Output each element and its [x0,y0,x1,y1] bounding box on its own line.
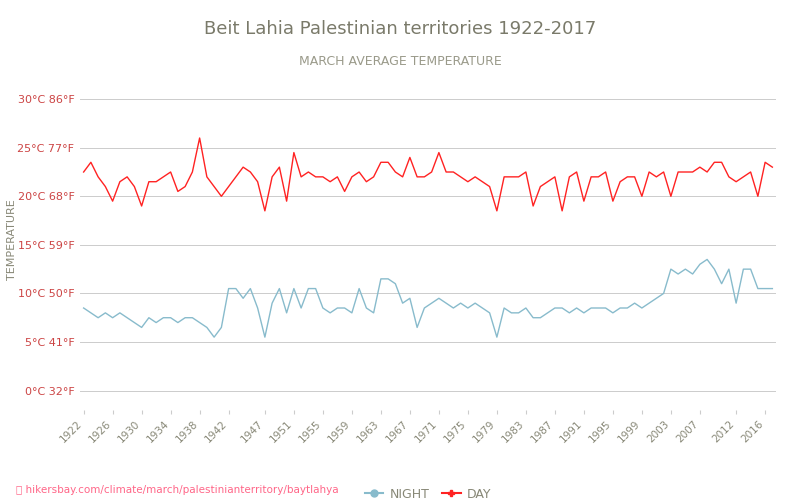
Legend: NIGHT, DAY: NIGHT, DAY [359,482,497,500]
Text: Beit Lahia Palestinian territories 1922-2017: Beit Lahia Palestinian territories 1922-… [204,20,596,38]
Text: MARCH AVERAGE TEMPERATURE: MARCH AVERAGE TEMPERATURE [298,55,502,68]
Text: 🔴 hikersbay.com/climate/march/palestinianterritory/baytlahya: 🔴 hikersbay.com/climate/march/palestinia… [16,485,338,495]
Y-axis label: TEMPERATURE: TEMPERATURE [7,200,17,280]
